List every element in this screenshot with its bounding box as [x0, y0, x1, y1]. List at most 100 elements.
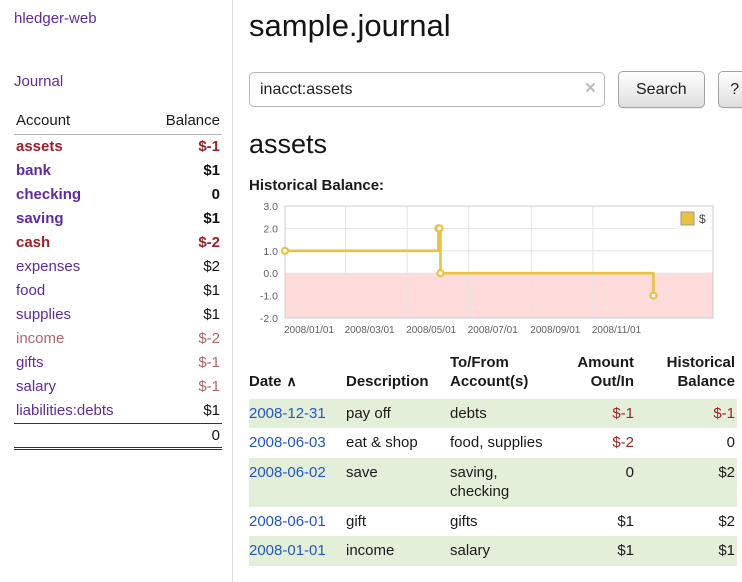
account-balance: 0	[211, 186, 220, 203]
transaction-date-link[interactable]: 2008-12-31	[249, 404, 326, 422]
account-balance: $-2	[198, 234, 220, 251]
sidebar-nav: Journal	[14, 73, 222, 90]
transaction-date-link[interactable]: 2008-06-03	[249, 434, 326, 451]
amount-header-line1: Amount	[577, 354, 634, 371]
svg-text:-2.0: -2.0	[260, 313, 278, 325]
register-header-description: Description	[346, 372, 429, 390]
register-header-date[interactable]: Date ∧	[249, 352, 346, 399]
account-row: food $1	[14, 279, 222, 303]
account-balance: $-1	[198, 378, 220, 395]
balance-header-line2: Balance	[677, 372, 735, 390]
account-row: supplies $1	[14, 303, 222, 327]
search-button[interactable]: Search	[618, 71, 705, 108]
transaction-description: pay off	[346, 404, 391, 422]
account-row: salary $-1	[14, 375, 222, 399]
search-input[interactable]	[249, 72, 605, 107]
register-row: 2008-06-02 save saving, checking 0 $2	[249, 457, 737, 507]
account-heading: assets	[249, 129, 328, 159]
account-row: saving $1	[14, 207, 222, 231]
account-balance: $1	[203, 210, 220, 227]
transaction-accounts: debts	[450, 404, 487, 422]
register-row: 2008-12-31 pay off debts $-1 $-1	[249, 398, 737, 429]
accounts-total-spacer	[14, 423, 147, 450]
accounts-header-line1: To/From	[450, 354, 509, 371]
account-link[interactable]: supplies	[16, 306, 72, 323]
register-row: 2008-06-03 eat & shop food, supplies $-2 0	[249, 428, 737, 458]
search-row: × Search ?	[249, 71, 742, 108]
transaction-date-link[interactable]: 2008-01-01	[249, 542, 326, 559]
svg-text:2.0: 2.0	[263, 223, 278, 235]
clear-search-icon[interactable]: ×	[584, 78, 596, 99]
account-link[interactable]: food	[16, 282, 46, 299]
account-link[interactable]: assets	[16, 138, 63, 155]
svg-text:1.0: 1.0	[263, 246, 278, 258]
account-link[interactable]: cash	[16, 234, 51, 251]
account-row: liabilities:debts $1	[14, 399, 222, 424]
register-row: 2008-06-01 gift gifts $1 $2	[249, 507, 737, 537]
account-link[interactable]: checking	[16, 186, 82, 203]
account-balance: $-1	[198, 354, 220, 371]
account-row: cash $-2	[14, 231, 222, 255]
accounts-total-row: 0	[14, 423, 222, 450]
transaction-accounts: gifts	[450, 512, 478, 530]
transaction-accounts: food, supplies	[450, 434, 543, 451]
svg-text:3.0: 3.0	[263, 201, 278, 213]
transaction-amount: 0	[625, 463, 634, 481]
account-link[interactable]: gifts	[16, 354, 44, 371]
svg-text:2008/05/01: 2008/05/01	[406, 325, 456, 336]
transaction-amount: $-1	[612, 404, 634, 422]
search-box: ×	[249, 72, 605, 107]
accounts-header-row: Account Balance	[14, 110, 222, 135]
svg-text:2008/03/01: 2008/03/01	[345, 325, 395, 336]
account-link[interactable]: bank	[16, 162, 52, 179]
accounts-total-balance: 0	[146, 423, 222, 450]
transaction-amount: $1	[617, 512, 634, 530]
transaction-balance: $2	[718, 512, 735, 530]
transaction-accounts: salary	[450, 542, 491, 559]
svg-text:2008/07/01: 2008/07/01	[468, 325, 518, 336]
account-row: bank $1	[14, 159, 222, 183]
account-balance: $1	[203, 402, 220, 419]
sidebar: hledger-web Journal Account Balance asse…	[0, 0, 233, 582]
account-balance: $-1	[198, 138, 220, 155]
historical-balance-chart[interactable]: 3.0 2.0 1.0 0.0 -1.0 -2.0 2008/01/01 2008/03/01…	[249, 201, 742, 344]
chart-canvas: 3.0 2.0 1.0 0.0 -1.0 -2.0 2008/01/01 2008/03/01…	[260, 201, 714, 336]
account-link[interactable]: salary	[16, 378, 57, 395]
account-balance: $1	[203, 282, 220, 299]
account-balance: $1	[203, 162, 220, 179]
transaction-date-link[interactable]: 2008-06-01	[249, 512, 326, 530]
transaction-description: gift	[346, 512, 367, 530]
register-header-balance: Historical Balance	[644, 352, 737, 399]
help-button[interactable]: ?	[717, 71, 742, 108]
accounts-header-account: Account	[14, 110, 147, 135]
accounts-header-line2: Account(s)	[450, 372, 529, 390]
app-title-link[interactable]: hledger-web	[14, 10, 97, 27]
chart-title: Historical Balance:	[249, 177, 385, 194]
svg-text:2008/09/01: 2008/09/01	[530, 325, 580, 336]
account-row: income $-2	[14, 327, 222, 351]
account-link[interactable]: liabilities:debts	[16, 402, 114, 419]
accounts-table: Account Balance assets $-1 bank $1 checking 0…	[14, 110, 222, 450]
transaction-date-link[interactable]: 2008-06-02	[249, 463, 326, 481]
svg-text:0.0: 0.0	[263, 268, 278, 280]
sidebar-item-journal[interactable]: Journal	[14, 73, 64, 90]
transaction-accounts: saving, checking	[450, 463, 510, 501]
transaction-description: income	[346, 542, 395, 559]
transaction-date-cell: 2008-06-02	[249, 458, 346, 507]
svg-text:2008/01/01: 2008/01/01	[284, 325, 334, 336]
register-table: Date ∧ Description To/From Account(s) Amo…	[249, 352, 737, 566]
register-table-body: 2008-12-31 pay off debts $-1 $-1 2008-06-03 ea…	[249, 398, 737, 566]
balance-header-line1: Historical	[666, 354, 735, 371]
accounts-table-body: assets $-1 bank $1 checking 0 saving $1 cash $-2 e…	[14, 135, 222, 424]
svg-text:$: $	[699, 212, 706, 226]
svg-text:2008/11/01: 2008/11/01	[592, 325, 642, 336]
register-row: 2008-01-01 income salary $1 $1	[249, 536, 737, 566]
account-link[interactable]: income	[16, 330, 65, 347]
transaction-balance: 0	[726, 434, 735, 451]
account-link[interactable]: saving	[16, 210, 64, 227]
transaction-date-cell: 2008-12-31	[249, 399, 346, 429]
main-content: sample.journal × Search ? assets Histori…	[233, 0, 742, 582]
account-link[interactable]: expenses	[16, 258, 81, 275]
transaction-date-cell: 2008-06-01	[249, 507, 346, 537]
